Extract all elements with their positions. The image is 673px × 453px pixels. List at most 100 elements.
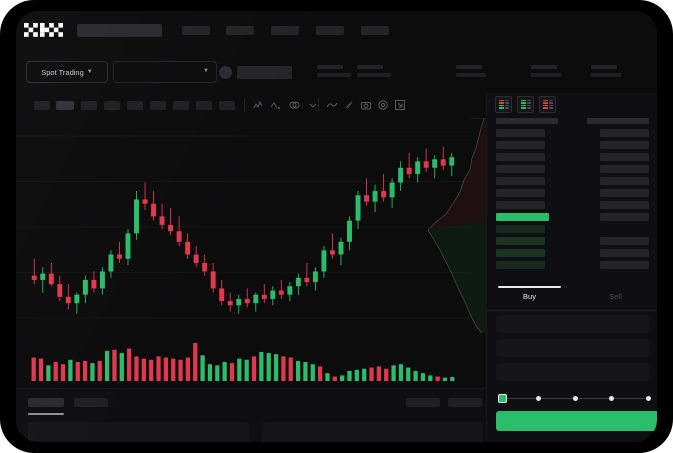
orderbook-row-ask[interactable] — [600, 141, 649, 149]
chevron-down-icon[interactable] — [307, 99, 319, 111]
slider-tick-25[interactable] — [536, 395, 541, 401]
orderbook-toggle-bar — [520, 102, 526, 104]
bottom-action-1[interactable] — [406, 398, 440, 407]
orderbook-toggle-bar — [548, 107, 553, 109]
order-amount-field[interactable] — [496, 339, 649, 357]
slider-tick-100[interactable] — [645, 395, 651, 401]
timeframe-9[interactable] — [219, 101, 235, 110]
orderbook-row-bid[interactable] — [496, 177, 545, 185]
orderbook-row-ask[interactable] — [600, 261, 649, 269]
nav-item-4[interactable] — [316, 26, 344, 35]
orderbook-view-bids[interactable] — [517, 96, 534, 113]
orderbook-toggle-bar — [498, 99, 504, 102]
stat-value — [357, 73, 391, 77]
orderbook-toggle-bar — [504, 102, 509, 104]
orderbook-row-bid[interactable] — [496, 213, 549, 221]
pair-select[interactable]: ▼ — [113, 61, 217, 83]
ruler-icon[interactable] — [343, 99, 355, 111]
candlestick-svg — [16, 135, 471, 319]
fullscreen-icon[interactable] — [394, 99, 406, 111]
orderbook-row-bid[interactable] — [496, 129, 545, 137]
bottom-card-left — [28, 422, 249, 442]
nav-item-1[interactable] — [182, 26, 210, 35]
timeframe-4[interactable] — [104, 101, 120, 110]
bottom-tab-order-history[interactable] — [74, 398, 108, 407]
orderbook-row-bid[interactable] — [496, 189, 545, 197]
orderbook-row-bid[interactable] — [496, 249, 545, 257]
timeframe-1[interactable] — [34, 101, 50, 110]
toolbar-divider — [244, 98, 245, 112]
orderbook-toggle-bar — [498, 102, 504, 104]
orderbook-row-ask[interactable] — [600, 237, 649, 245]
market-type-select[interactable]: Spot Trading ▼ — [26, 61, 108, 83]
orderbook-row-ask[interactable] — [600, 153, 649, 161]
timeframe-3[interactable] — [81, 101, 97, 110]
orderbook-view-asks[interactable] — [539, 96, 556, 113]
settings-gear-icon[interactable] — [377, 99, 389, 111]
orderbook-row-bid[interactable] — [496, 141, 545, 149]
volume-histogram[interactable] — [16, 333, 471, 388]
orderbook-toggle-bar — [498, 104, 504, 107]
orderbook-view-both[interactable] — [495, 96, 512, 113]
tab-buy[interactable]: Buy — [523, 292, 536, 301]
orderbook-header-right — [587, 118, 649, 124]
orderbook-row-ask[interactable] — [600, 177, 649, 185]
camera-icon[interactable] — [360, 99, 372, 111]
slider-tick-75[interactable] — [609, 395, 614, 401]
slider-tick-50[interactable] — [572, 395, 578, 401]
timeframe-7[interactable] — [173, 101, 189, 110]
bottom-tab-open-orders[interactable] — [28, 398, 64, 407]
orderbook-row-ask[interactable] — [600, 249, 649, 257]
compare-icon[interactable] — [288, 99, 300, 111]
orderbook-row-ask[interactable] — [600, 189, 649, 197]
search-input[interactable] — [77, 24, 162, 37]
market-sub-header: Spot Trading ▼ ▼ — [16, 48, 657, 93]
bottom-action-2[interactable] — [448, 398, 482, 407]
orderbook-toggle-bar — [520, 107, 526, 109]
bottom-card-right — [262, 422, 483, 442]
stat-label — [591, 65, 617, 69]
timeframe-5[interactable] — [127, 101, 143, 110]
stat-value — [531, 73, 561, 77]
line-chart-icon[interactable] — [326, 99, 338, 111]
stat-low-24h — [531, 65, 561, 77]
chevron-down-icon: ▼ — [86, 69, 93, 75]
order-price-field[interactable] — [496, 315, 649, 333]
stat-label — [531, 65, 557, 69]
orderbook-toggle-bar — [526, 99, 531, 102]
orderbook-row-bid[interactable] — [496, 165, 545, 173]
orderbook-row-bid[interactable] — [496, 225, 545, 233]
timeframe-2[interactable] — [56, 101, 74, 110]
stat-value — [317, 73, 351, 77]
trade-form-tabs: Buy Sell — [487, 286, 657, 311]
orderbook-row-bid[interactable] — [496, 201, 545, 209]
candlestick-chart[interactable] — [16, 118, 471, 333]
pair-avatar — [219, 66, 232, 79]
chart-type-icon[interactable] — [252, 99, 264, 111]
orderbook-row-bid[interactable] — [496, 261, 545, 269]
orderbook-row-ask[interactable] — [600, 129, 649, 137]
orderbook-toggle-bar — [542, 102, 548, 104]
slider-handle[interactable] — [497, 394, 507, 403]
order-total-field[interactable] — [496, 363, 649, 381]
nav-item-5[interactable] — [361, 26, 389, 35]
timeframe-6[interactable] — [150, 101, 166, 110]
indicators-icon[interactable] — [269, 99, 281, 111]
volume-svg — [31, 343, 455, 381]
place-order-button[interactable] — [496, 411, 657, 431]
stat-label — [317, 65, 343, 69]
nav-item-3[interactable] — [271, 26, 299, 35]
timeframe-8[interactable] — [196, 101, 212, 110]
orderbook-row-ask[interactable] — [600, 201, 649, 209]
okx-logo[interactable] — [24, 23, 68, 37]
orderbook-row-ask[interactable] — [600, 213, 649, 221]
orderbook-row-ask[interactable] — [600, 165, 649, 173]
orderbook-toggle-bar — [504, 107, 509, 109]
stat-high-24h — [456, 65, 486, 77]
orderbook-row-bid[interactable] — [496, 153, 545, 161]
tab-sell[interactable]: Sell — [609, 292, 622, 301]
nav-item-2[interactable] — [226, 26, 254, 35]
amount-percent-slider[interactable] — [497, 393, 651, 403]
stat-value — [591, 73, 621, 77]
orderbook-row-bid[interactable] — [496, 237, 545, 245]
